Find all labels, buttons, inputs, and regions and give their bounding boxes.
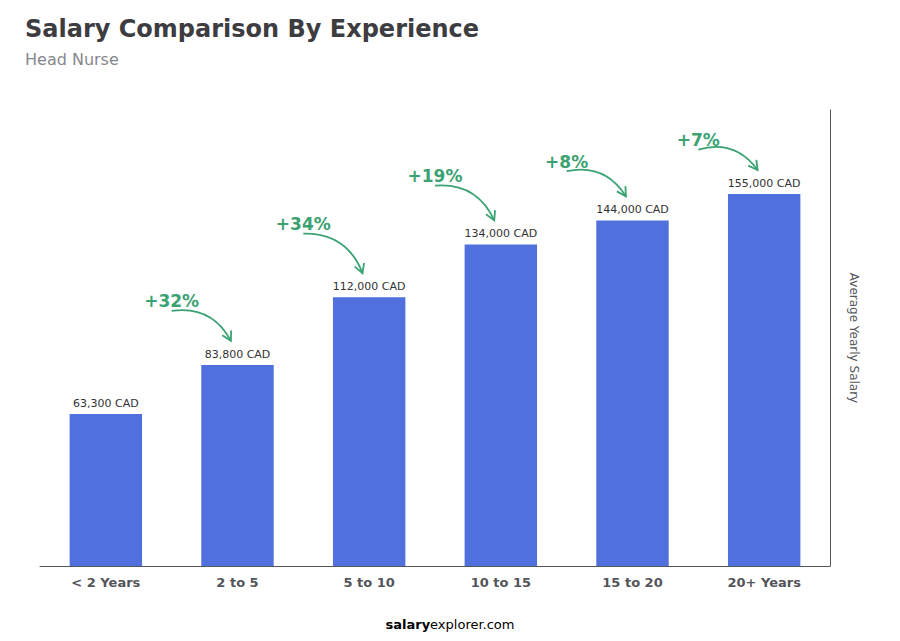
svg-text:< 2 Years: < 2 Years bbox=[71, 575, 140, 590]
svg-text:5 to 10: 5 to 10 bbox=[343, 575, 394, 590]
svg-text:+8%: +8% bbox=[545, 152, 588, 172]
svg-text:155,000 CAD: 155,000 CAD bbox=[728, 177, 801, 190]
svg-text:+7%: +7% bbox=[676, 129, 720, 150]
svg-text:112,000 CAD: 112,000 CAD bbox=[333, 280, 406, 293]
svg-text:20+ Years: 20+ Years bbox=[727, 575, 801, 590]
svg-text:2 to 5: 2 to 5 bbox=[216, 575, 258, 590]
svg-text:salary: salary bbox=[385, 617, 430, 632]
svg-text:+32%: +32% bbox=[144, 291, 199, 311]
svg-text:144,000 CAD: 144,000 CAD bbox=[596, 203, 669, 216]
svg-text:Salary Comparison By Experienc: Salary Comparison By Experience bbox=[25, 15, 479, 43]
svg-text:10 to 15: 10 to 15 bbox=[471, 575, 531, 590]
svg-text:83,800 CAD: 83,800 CAD bbox=[205, 348, 271, 361]
svg-text:Average Yearly Salary: Average Yearly Salary bbox=[847, 273, 861, 403]
svg-text:explorer.com: explorer.com bbox=[430, 617, 514, 632]
svg-text:15 to 20: 15 to 20 bbox=[602, 575, 662, 590]
svg-text:134,000 CAD: 134,000 CAD bbox=[464, 227, 537, 240]
svg-text:+34%: +34% bbox=[276, 214, 331, 234]
svg-text:63,300 CAD: 63,300 CAD bbox=[73, 397, 139, 410]
svg-text:+19%: +19% bbox=[408, 166, 463, 186]
svg-text:Head Nurse: Head Nurse bbox=[25, 50, 119, 69]
